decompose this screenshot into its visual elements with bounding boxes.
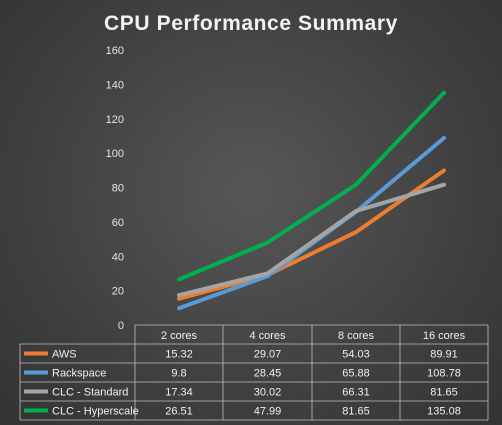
y-tick-label: 140 <box>106 79 124 91</box>
legend-entry: CLC - Standard <box>52 387 128 399</box>
legend-entry: AWS <box>52 349 77 361</box>
series-line-aws <box>177 168 446 301</box>
data-label: 9.8 <box>171 368 186 380</box>
data-label: 89.91 <box>430 349 458 361</box>
data-label: 65.88 <box>342 368 370 380</box>
data-label: 26.51 <box>165 406 193 418</box>
y-tick-label: 60 <box>112 217 124 229</box>
y-tick-label: 100 <box>106 148 124 160</box>
y-tick-label: 160 <box>106 45 124 57</box>
data-label: 17.34 <box>165 387 193 399</box>
y-tick-label: 40 <box>112 251 124 263</box>
data-label: 28.45 <box>254 368 282 380</box>
legend-entry: Rackspace <box>52 368 106 380</box>
x-tick-label: 2 cores <box>161 330 198 342</box>
data-label: 108.78 <box>427 368 461 380</box>
y-tick-label: 120 <box>106 114 124 126</box>
data-label: 15.32 <box>165 349 193 361</box>
y-axis: 0 20 40 60 80 100 120 140 160 <box>106 45 124 332</box>
data-label: 54.03 <box>342 349 370 361</box>
y-tick-label: 80 <box>112 183 124 195</box>
data-label: 47.99 <box>254 406 282 418</box>
data-label: 30.02 <box>254 387 282 399</box>
data-label: 29.07 <box>254 349 282 361</box>
data-label: 66.31 <box>342 387 370 399</box>
legend-entry: CLC - Hyperscale <box>52 406 139 418</box>
series-line-clc-standard <box>177 182 446 298</box>
data-table: 2 cores 4 cores 8 cores 16 cores AWS 15.32 29.… <box>19 324 489 421</box>
chart-title: CPU Performance Summary <box>104 12 398 35</box>
series-line-clc-hyperscale <box>177 90 446 282</box>
data-label: 135.08 <box>427 406 461 418</box>
series-line-rackspace <box>177 136 446 311</box>
y-tick-label: 20 <box>112 286 124 298</box>
plot-lines <box>177 90 446 311</box>
y-tick-label: 0 <box>118 320 124 332</box>
x-tick-label: 8 cores <box>338 330 375 342</box>
data-label: 81.65 <box>430 387 458 399</box>
x-tick-label: 16 cores <box>423 330 466 342</box>
data-label: 81.65 <box>342 406 370 418</box>
x-tick-label: 4 cores <box>249 330 286 342</box>
